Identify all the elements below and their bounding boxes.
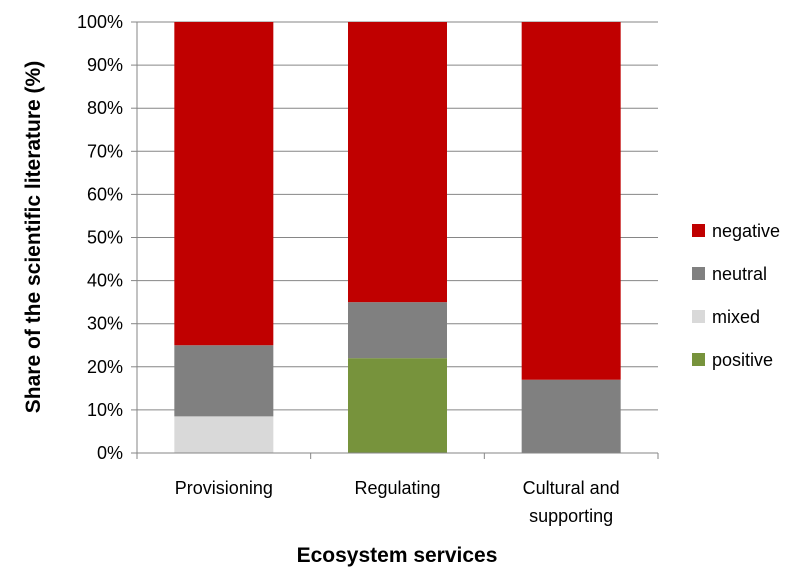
legend-swatch-neutral	[692, 267, 705, 280]
legend-swatch-negative	[692, 224, 705, 237]
y-tick-label: 100%	[77, 12, 123, 32]
y-tick-label: 40%	[87, 271, 123, 291]
bar-segment-positive	[348, 358, 447, 453]
legend-label-mixed: mixed	[712, 307, 760, 327]
bar-segment-negative	[521, 22, 621, 380]
x-category-label: Regulating	[354, 478, 440, 498]
x-category-labels: Provisioning Regulating Cultural and suppor…	[175, 478, 620, 526]
bar-segment-neutral	[174, 345, 274, 417]
bars	[174, 22, 621, 453]
y-tick-label: 50%	[87, 228, 123, 248]
x-axis-title: Ecosystem services	[297, 544, 498, 567]
bar-segment-negative	[174, 22, 274, 346]
legend-swatch-mixed	[692, 310, 705, 323]
bar-segment-negative	[348, 22, 447, 303]
x-category-label: Provisioning	[175, 478, 273, 498]
bar-segment-neutral	[348, 302, 447, 359]
y-tick-label: 70%	[87, 141, 123, 161]
legend-swatch-positive	[692, 353, 705, 366]
y-tick-label: 80%	[87, 98, 123, 118]
y-axis-title: Share of the scientific literature (%)	[22, 61, 45, 413]
y-tick-label: 10%	[87, 400, 123, 420]
legend-label-negative: negative	[712, 221, 780, 241]
y-tick-label: 90%	[87, 55, 123, 75]
y-tick-labels: 0% 10% 20% 30% 40% 50% 60% 70% 80% 90% 100%	[77, 12, 123, 463]
y-tick-label: 20%	[87, 357, 123, 377]
y-tick-label: 0%	[97, 443, 123, 463]
bar-segment-neutral	[521, 379, 621, 453]
y-tick-label: 60%	[87, 184, 123, 204]
y-tick-label: 30%	[87, 314, 123, 334]
legend-label-positive: positive	[712, 350, 773, 370]
legend: negative neutral mixed positive	[692, 221, 780, 370]
x-category-label: Cultural and	[523, 478, 620, 498]
legend-label-neutral: neutral	[712, 264, 767, 284]
x-category-label: supporting	[529, 506, 613, 526]
axes	[131, 21, 659, 459]
bar-segment-mixed	[174, 416, 274, 453]
